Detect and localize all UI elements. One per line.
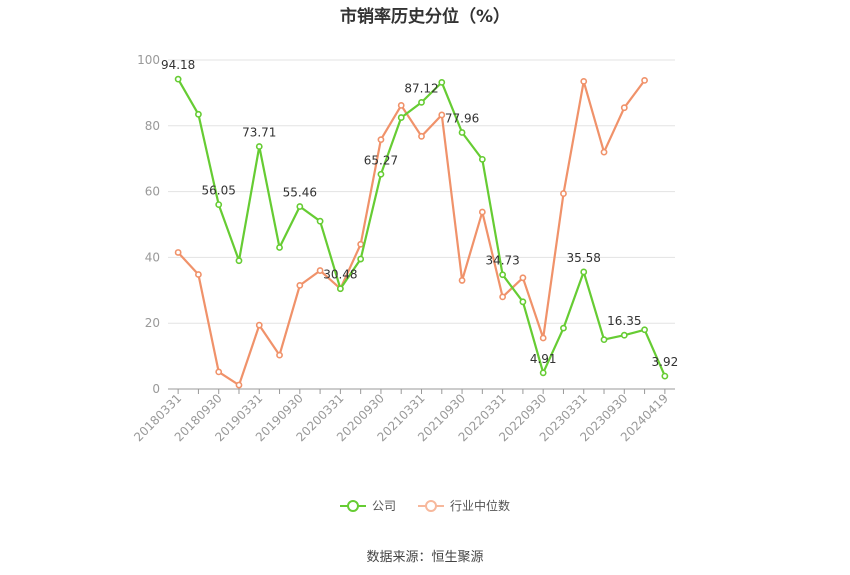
data-label: 73.71 bbox=[242, 125, 276, 139]
data-point-industry-median bbox=[560, 190, 567, 197]
data-point-industry-median bbox=[377, 136, 385, 144]
data-point-industry-median bbox=[418, 132, 425, 140]
data-point-industry-median bbox=[620, 104, 628, 112]
data-point-company bbox=[357, 255, 365, 263]
series-line-company bbox=[177, 78, 666, 377]
data-label: 94.18 bbox=[161, 58, 195, 72]
data-point-industry-median bbox=[458, 277, 466, 284]
data-point-company bbox=[397, 114, 405, 121]
data-point-company bbox=[458, 129, 466, 136]
data-label: 35.58 bbox=[567, 251, 601, 265]
data-point-company bbox=[296, 203, 304, 210]
y-tick-label: 20 bbox=[145, 316, 160, 330]
data-label: 65.27 bbox=[364, 153, 398, 167]
legend-swatch-company bbox=[339, 499, 366, 513]
data-point-company bbox=[195, 110, 202, 118]
data-point-industry-median bbox=[357, 240, 365, 248]
data-point-company bbox=[661, 372, 669, 380]
legend-label-company: 公司 bbox=[371, 499, 396, 513]
chart-title: 市销率历史分位（%） bbox=[339, 7, 511, 27]
y-tick-label: 40 bbox=[145, 250, 160, 264]
y-tick-label: 0 bbox=[152, 382, 160, 396]
data-point-company bbox=[600, 336, 608, 344]
data-point-industry-median bbox=[235, 381, 243, 389]
data-point-company bbox=[235, 257, 243, 265]
legend: 公司 行业中位数 bbox=[0, 497, 850, 514]
legend-item-industry-median[interactable]: 行业中位数 bbox=[418, 497, 510, 514]
data-point-company bbox=[336, 285, 344, 293]
data-point-company bbox=[499, 271, 507, 279]
data-point-industry-median bbox=[397, 102, 405, 109]
data-point-company bbox=[316, 217, 324, 225]
data-point-company bbox=[580, 268, 588, 276]
data-label: 4.91 bbox=[530, 352, 557, 366]
data-point-industry-median bbox=[195, 271, 202, 278]
data-point-industry-median bbox=[539, 334, 547, 342]
data-point-company bbox=[215, 201, 223, 208]
data-point-company bbox=[560, 324, 567, 332]
data-point-company bbox=[641, 326, 648, 334]
data-point-company bbox=[438, 78, 446, 86]
data-label: 16.35 bbox=[607, 314, 641, 328]
data-point-industry-median bbox=[296, 281, 304, 289]
data-point-industry-median bbox=[499, 293, 507, 301]
legend-label-industry-median: 行业中位数 bbox=[450, 499, 511, 513]
data-point-company bbox=[478, 155, 486, 163]
data-point-industry-median bbox=[174, 249, 182, 256]
y-tick-label: 100 bbox=[137, 53, 160, 67]
data-point-industry-median bbox=[438, 111, 446, 119]
y-tick-label: 80 bbox=[145, 119, 160, 133]
data-point-industry-median bbox=[316, 267, 324, 274]
data-point-industry-median bbox=[580, 77, 588, 85]
data-point-industry-median bbox=[276, 351, 283, 359]
y-tick-label: 60 bbox=[145, 185, 160, 199]
legend-swatch-industry-median bbox=[418, 499, 444, 513]
data-point-industry-median bbox=[478, 208, 486, 216]
legend-item-company[interactable]: 公司 bbox=[339, 497, 396, 514]
data-point-industry-median bbox=[641, 76, 648, 84]
data-label: 77.96 bbox=[445, 112, 479, 126]
data-label: 55.46 bbox=[283, 186, 317, 200]
data-label: 34.73 bbox=[485, 254, 519, 268]
data-source: 数据来源：恒生聚源 bbox=[366, 550, 484, 565]
data-point-industry-median bbox=[600, 148, 608, 156]
data-point-company bbox=[620, 331, 628, 339]
data-point-company bbox=[377, 170, 385, 178]
data-label: 3.92 bbox=[652, 355, 679, 369]
data-point-industry-median bbox=[519, 274, 527, 282]
data-point-industry-median bbox=[255, 321, 263, 329]
data-label: 87.12 bbox=[404, 81, 438, 95]
data-point-company bbox=[539, 369, 547, 377]
data-label: 56.05 bbox=[202, 184, 236, 198]
data-point-company bbox=[519, 298, 527, 306]
data-point-company bbox=[276, 244, 283, 251]
series-line-industry-median bbox=[177, 79, 646, 387]
data-point-company bbox=[174, 75, 182, 83]
data-point-company bbox=[418, 98, 425, 106]
data-point-company bbox=[255, 143, 263, 150]
data-label: 30.48 bbox=[323, 268, 357, 282]
data-point-industry-median bbox=[215, 368, 223, 376]
